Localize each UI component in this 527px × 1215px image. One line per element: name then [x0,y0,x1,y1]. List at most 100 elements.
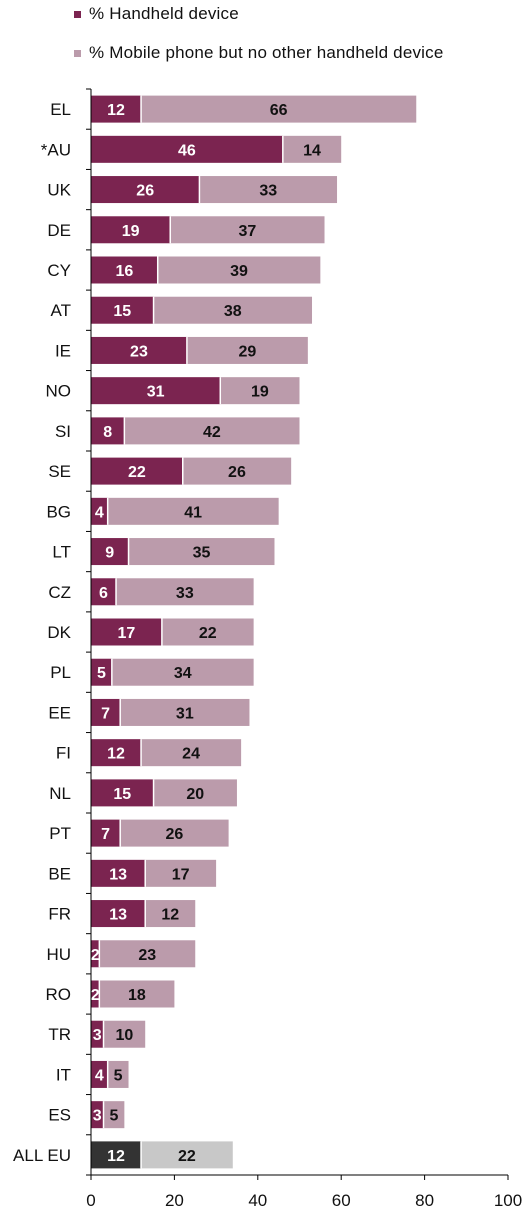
bar-handheld [91,618,162,646]
legend-item-handheld: % Handheld device [74,4,444,24]
data-label-handheld: 23 [130,343,148,360]
data-label-mobile: 41 [184,504,202,521]
bar-handheld [91,176,200,204]
data-label-mobile: 37 [238,223,256,240]
bar-handheld [91,336,187,364]
data-label-handheld: 31 [147,384,165,401]
legend-label-mobile: % Mobile phone but no other handheld dev… [89,43,444,62]
category-label: NO [46,382,72,401]
bar-handheld [91,940,100,968]
x-tick-label: 40 [248,1191,267,1210]
category-label: SE [48,462,71,481]
bar-handheld [91,135,283,163]
bar-mobile [99,980,175,1008]
bar-mobile [153,296,313,324]
data-label-mobile: 35 [193,545,211,562]
data-label-mobile: 14 [303,142,321,159]
bar-mobile [124,417,300,445]
data-label-handheld: 8 [103,424,112,441]
data-label-handheld: 15 [113,786,131,803]
legend-label-handheld: % Handheld device [89,4,239,23]
bar-handheld [91,1141,142,1169]
category-label: AT [51,301,71,320]
data-label-mobile: 18 [128,987,146,1004]
data-label-handheld: 9 [105,545,114,562]
bar-handheld [91,417,125,445]
legend-swatch-handheld [74,10,81,18]
category-label: UK [47,181,71,200]
x-tick-label: 60 [332,1191,351,1210]
data-label-mobile: 66 [270,102,288,119]
category-label: FI [56,744,71,763]
category-label: BE [48,864,71,883]
data-label-handheld: 3 [93,1108,102,1125]
category-label: IT [56,1065,71,1084]
category-label: PT [49,824,71,843]
bar-handheld [91,779,154,807]
category-label: ALL EU [13,1146,71,1165]
data-label-handheld: 13 [109,907,127,924]
legend: % Handheld device % Mobile phone but no … [74,4,444,82]
data-label-mobile: 42 [203,424,221,441]
bar-mobile [145,859,217,887]
data-label-handheld: 12 [107,1148,125,1165]
bar-mobile [107,497,279,525]
data-label-mobile: 10 [115,1027,133,1044]
bar-handheld [91,1020,104,1048]
data-label-mobile: 5 [109,1108,118,1125]
data-label-handheld: 4 [95,504,104,521]
data-label-mobile: 23 [138,947,156,964]
x-tick-label: 0 [86,1191,95,1210]
category-label: TR [48,1025,71,1044]
bar-mobile [116,578,254,606]
bar-handheld [91,256,158,284]
data-label-mobile: 38 [224,303,242,320]
data-label-handheld: 12 [107,102,125,119]
category-label: FR [48,905,71,924]
data-label-handheld: 7 [101,705,110,722]
bar-handheld [91,578,117,606]
data-label-mobile: 29 [238,343,256,360]
data-label-mobile: 33 [259,183,277,200]
bar-mobile [282,135,342,163]
data-label-mobile: 12 [161,907,179,924]
bar-handheld [91,698,121,726]
data-label-mobile: 33 [176,585,194,602]
x-tick-label: 100 [494,1191,522,1210]
data-label-mobile: 19 [251,384,269,401]
data-label-handheld: 4 [95,1067,104,1084]
data-label-mobile: 34 [174,665,192,682]
category-label: SI [55,422,71,441]
x-tick-label: 80 [415,1191,434,1210]
bar-handheld [91,1101,104,1129]
data-label-mobile: 22 [199,625,217,642]
category-label: RO [46,985,72,1004]
data-label-mobile: 20 [186,786,204,803]
bar-handheld [91,457,183,485]
data-label-mobile: 26 [228,464,246,481]
bar-mobile [145,900,196,928]
bar-mobile [103,1020,146,1048]
category-label: NL [49,784,71,803]
bar-mobile [141,95,417,123]
data-label-handheld: 6 [99,585,108,602]
data-label-handheld: 26 [136,183,154,200]
bar-mobile [199,176,338,204]
bar-handheld [91,538,129,566]
data-label-handheld: 13 [109,866,127,883]
bar-handheld [91,658,112,686]
bar-handheld [91,216,171,244]
bar-mobile [141,1141,233,1169]
bar-handheld [91,497,108,525]
bar-mobile [170,216,325,244]
data-label-handheld: 7 [101,826,110,843]
category-label: EE [48,703,71,722]
bar-mobile [182,457,292,485]
bar-handheld [91,980,100,1008]
bar-mobile [161,618,254,646]
category-label: *AU [41,140,71,159]
bar-mobile [103,1101,125,1129]
x-tick-label: 20 [165,1191,184,1210]
